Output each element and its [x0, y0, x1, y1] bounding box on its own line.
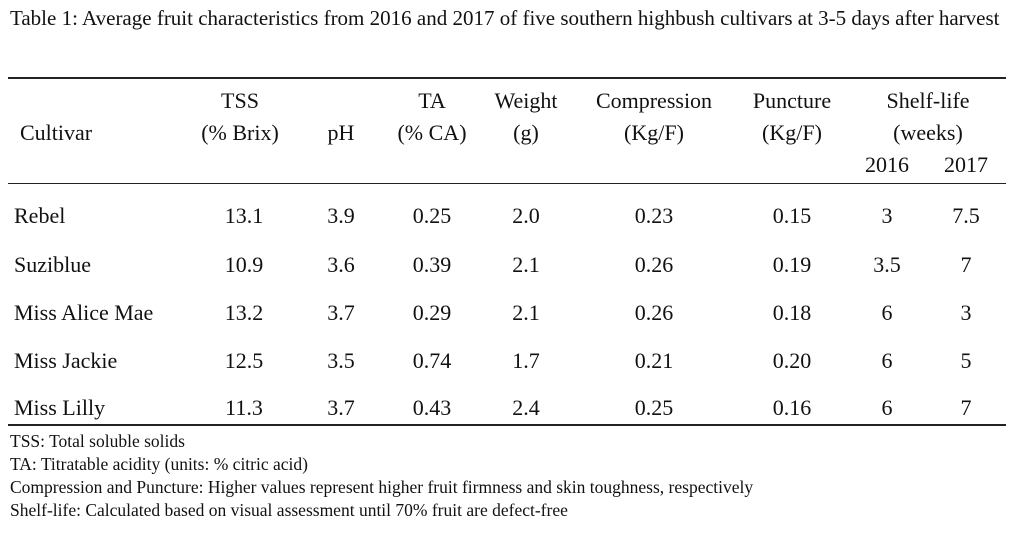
- header-ta-line1: TA: [418, 88, 446, 113]
- header-compression-line2: (Kg/F): [624, 120, 684, 145]
- table-cell-ta: 0.25: [412, 203, 452, 228]
- table-cell-shelf-2016: 6: [881, 395, 893, 420]
- header-compression-line1: Compression: [595, 88, 713, 113]
- header-cultivar: Cultivar: [19, 120, 93, 145]
- table-cell-compression: 0.26: [634, 300, 674, 325]
- table-cell-ph: 3.9: [327, 203, 355, 228]
- table-cell-compression: 0.25: [634, 395, 674, 420]
- table-cell-ph: 3.5: [327, 348, 355, 373]
- table-cell-shelf-2016: 6: [881, 348, 893, 373]
- table-cell-ph: 3.7: [327, 300, 355, 325]
- table-cell-weight: 2.1: [512, 252, 540, 277]
- header-ph: pH: [327, 120, 355, 145]
- table-cell-weight: 1.7: [512, 348, 540, 373]
- table-row-cultivar: Miss Alice Mae: [14, 300, 154, 325]
- header-puncture-line2: (Kg/F): [762, 120, 822, 145]
- table-cell-puncture: 0.16: [772, 395, 812, 420]
- table-cell-tss: 10.9: [224, 252, 264, 277]
- header-puncture-line1: Puncture: [752, 88, 832, 113]
- table-cell-shelf-2017: 7: [960, 395, 972, 420]
- footnote-shelf-life: Shelf-life: Calculated based on visual a…: [10, 500, 568, 520]
- header-rule: [8, 183, 1006, 184]
- table-row-cultivar: Miss Lilly: [14, 395, 106, 420]
- header-ta-line2: (% CA): [397, 120, 467, 145]
- header-shelf-life-line1: Shelf-life: [886, 88, 970, 113]
- table-row-cultivar: Miss Jackie: [14, 348, 118, 373]
- table-cell-ta: 0.39: [412, 252, 452, 277]
- table-cell-tss: 13.2: [224, 300, 264, 325]
- table-cell-shelf-2017: 7.5: [952, 203, 980, 228]
- table-cell-shelf-2017: 3: [960, 300, 972, 325]
- bottom-rule: [8, 424, 1006, 426]
- table-caption: Table 1: Average fruit characteristics f…: [10, 6, 1000, 30]
- header-weight-line1: Weight: [494, 88, 558, 113]
- table-cell-puncture: 0.20: [772, 348, 812, 373]
- table-cell-weight: 2.1: [512, 300, 540, 325]
- table-cell-weight: 2.0: [512, 203, 540, 228]
- header-tss-line2: (% Brix): [201, 120, 279, 145]
- header-tss-line1: TSS: [221, 88, 259, 113]
- header-weight-line2: (g): [513, 120, 539, 145]
- table-cell-puncture: 0.19: [772, 252, 812, 277]
- table-cell-compression: 0.26: [634, 252, 674, 277]
- table-cell-puncture: 0.15: [772, 203, 812, 228]
- table-cell-compression: 0.21: [634, 348, 674, 373]
- table-cell-weight: 2.4: [512, 395, 540, 420]
- table-cell-shelf-2016: 3: [881, 203, 893, 228]
- footnote-firmness: Compression and Puncture: Higher values …: [10, 477, 754, 497]
- header-shelf-2016: 2016: [865, 152, 909, 177]
- footnote-ta: TA: Titratable acidity (units: % citric …: [10, 454, 308, 474]
- table-cell-shelf-2017: 7: [960, 252, 972, 277]
- header-shelf-life-line2: (weeks): [893, 120, 963, 145]
- table-cell-tss: 12.5: [224, 348, 264, 373]
- table-footnotes: TSS: Total soluble solids TA: Titratable…: [10, 430, 753, 522]
- table-row-cultivar: Rebel: [14, 203, 66, 228]
- table-cell-ph: 3.7: [327, 395, 355, 420]
- table-cell-tss: 11.3: [225, 395, 263, 420]
- table-cell-tss: 13.1: [224, 203, 264, 228]
- table-cell-puncture: 0.18: [772, 300, 812, 325]
- table-cell-ph: 3.6: [327, 252, 355, 277]
- top-rule: [8, 77, 1006, 79]
- table-cell-shelf-2016: 3.5: [873, 252, 901, 277]
- table-cell-shelf-2017: 5: [960, 348, 972, 373]
- table-row-cultivar: Suziblue: [14, 252, 91, 277]
- table-cell-ta: 0.43: [412, 395, 452, 420]
- footnote-tss: TSS: Total soluble solids: [10, 431, 185, 451]
- table-cell-compression: 0.23: [634, 203, 674, 228]
- table-cell-ta: 0.29: [412, 300, 452, 325]
- table-cell-ta: 0.74: [412, 348, 452, 373]
- header-shelf-2017: 2017: [944, 152, 988, 177]
- table-cell-shelf-2016: 6: [881, 300, 893, 325]
